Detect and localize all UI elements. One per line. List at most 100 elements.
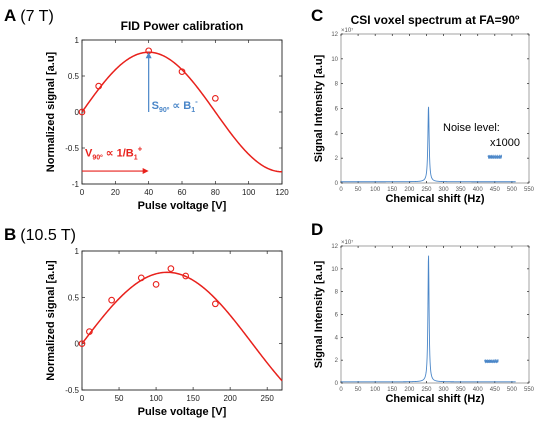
x-axis-label: Pulse voltage [V] (138, 200, 227, 212)
x-tick-label: 150 (186, 394, 200, 403)
x-tick-label: 500 (507, 387, 518, 393)
x1000-label: x1000 (490, 137, 520, 149)
data-point (152, 281, 160, 288)
y-tick-label: 10 (331, 267, 338, 273)
data-point (95, 82, 103, 90)
y-exponent-label: ×10⁷ (341, 27, 353, 34)
y-tick-label: -1 (72, 180, 80, 189)
y-tick-label: 0 (75, 108, 80, 117)
x-tick-label: 500 (507, 187, 518, 193)
panel-d-label: D (311, 220, 323, 239)
x-tick-label: 300 (439, 187, 450, 193)
x-tick-label: 100 (370, 387, 381, 393)
x-tick-label: 100 (370, 187, 381, 193)
noise-inset-line (487, 154, 502, 159)
s90-arrow-head (145, 52, 152, 59)
s90-annotation: S90º ∝ B1- (152, 97, 198, 114)
x-tick-label: 150 (387, 187, 398, 193)
y-exponent-label: ×10⁷ (341, 239, 353, 246)
x-tick-label: 120 (275, 188, 289, 197)
x-tick-label: 60 (178, 188, 187, 197)
x-tick-label: 300 (439, 387, 450, 393)
noise-inset-line (484, 358, 499, 364)
y-tick-label: 6 (335, 107, 339, 113)
fit-curve (81, 51, 283, 173)
x-tick-label: 200 (404, 387, 415, 393)
x-tick-label: 450 (490, 187, 501, 193)
x-tick-label: 350 (456, 387, 467, 393)
y-tick-label: 0 (75, 340, 80, 349)
panel-c-label: C (311, 6, 323, 25)
y-tick-label: -0.5 (65, 386, 79, 395)
x-axis-label: Pulse voltage [V] (138, 406, 227, 418)
plot-frame (340, 33, 530, 184)
data-point (137, 274, 145, 282)
y-tick-label: 8 (335, 82, 339, 88)
y-axis-label: Signal Intensity [a.u] (313, 260, 325, 368)
panel-c-chart: 0 50 100 150 200 250 300 350 400 450 500 550 0 2 4 6 8 10… (313, 13, 535, 205)
x-tick-label: 100 (149, 394, 163, 403)
spectrum-line (341, 106, 516, 183)
y-tick-label: 0 (335, 181, 339, 187)
x-tick-label: 150 (387, 387, 398, 393)
panel-a-annotations: S90º ∝ B1- V90º ∝ 1/B1+ (82, 52, 198, 175)
panel-d-chart: 0 50 100 150 200 250 300 350 400 450 500 550 0 2 4 6 8 10… (313, 239, 535, 405)
x-tick-label: 50 (115, 394, 124, 403)
data-point (78, 108, 86, 116)
x-tick-label: 50 (355, 187, 362, 193)
y-tick-label: 1 (75, 247, 80, 256)
data-point (178, 68, 186, 76)
v90-annotation: V90º ∝ 1/B1+ (85, 145, 143, 162)
noise-level-label: Noise level: (443, 122, 500, 134)
y-axis-label: Normalized signal [a.u] (45, 260, 57, 381)
y-tick-label: 4 (335, 335, 339, 341)
data-point (211, 300, 219, 308)
fit-curve (81, 271, 283, 382)
x-tick-label: 80 (211, 188, 220, 197)
y-tick-label: 0.5 (68, 293, 80, 302)
panel-a-chart: 0 20 40 60 80 100 120 -1 -0.5 0 0.5 1 Pulse voltage … (45, 19, 289, 212)
x-tick-label: 0 (339, 187, 343, 193)
x-tick-label: 20 (111, 188, 120, 197)
y-tick-label: 4 (335, 131, 339, 137)
y-tick-label: -0.5 (65, 144, 79, 153)
x-tick-label: 0 (339, 387, 343, 393)
y-tick-label: 6 (335, 313, 339, 319)
x-tick-label: 0 (80, 188, 85, 197)
x-axis-label: Chemical shift (Hz) (385, 193, 484, 205)
x-tick-label: 50 (355, 387, 362, 393)
panel-b-label: B (10.5 T) (4, 225, 76, 244)
y-tick-label: 2 (335, 358, 339, 364)
x-tick-label: 450 (490, 387, 501, 393)
y-tick-label: 1 (75, 36, 80, 45)
y-tick-label: 8 (335, 290, 339, 296)
chart-title: FID Power calibration (121, 19, 244, 33)
data-point (211, 94, 219, 102)
x-tick-label: 250 (421, 187, 432, 193)
data-point (182, 272, 190, 280)
chart-title: CSI voxel spectrum at FA=90º (351, 13, 520, 27)
y-tick-label: 2 (335, 156, 339, 162)
panel-a-label: A (7 T) (4, 6, 54, 25)
x-tick-label: 550 (524, 387, 535, 393)
x-tick-label: 400 (473, 387, 484, 393)
x-tick-label: 250 (421, 387, 432, 393)
x-tick-label: 200 (404, 187, 415, 193)
y-tick-label: 12 (331, 32, 338, 38)
data-point (108, 296, 115, 304)
y-tick-label: 0.5 (68, 72, 80, 81)
y-tick-label: 10 (331, 57, 338, 63)
y-axis-label: Normalized signal [a.u] (45, 51, 57, 172)
data-point (86, 328, 93, 335)
plot-frame (81, 250, 283, 391)
y-axis-label: Signal Intensity [a.u] (313, 54, 325, 162)
x-tick-label: 550 (524, 187, 535, 193)
x-tick-label: 100 (242, 188, 256, 197)
x-tick-label: 40 (144, 188, 153, 197)
y-tick-label: 12 (331, 244, 338, 250)
y-tick-label: 0 (335, 381, 339, 387)
x-tick-label: 400 (473, 187, 484, 193)
data-point (167, 265, 175, 272)
